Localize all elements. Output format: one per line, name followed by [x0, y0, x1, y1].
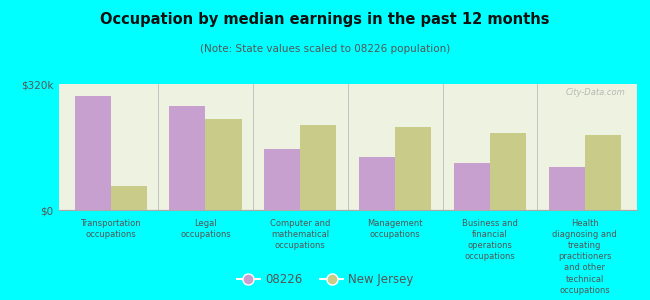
Text: Health
diagnosing and
treating
practitioners
and other
technical
occupations: Health diagnosing and treating practitio…: [552, 219, 618, 295]
Bar: [75, 96, 110, 210]
Bar: [395, 127, 431, 210]
Text: City-Data.com: City-Data.com: [566, 88, 625, 97]
Bar: [549, 167, 585, 210]
Text: Legal
occupations: Legal occupations: [180, 219, 231, 239]
Bar: [454, 163, 490, 210]
Bar: [490, 133, 526, 210]
Text: (Note: State values scaled to 08226 population): (Note: State values scaled to 08226 popu…: [200, 44, 450, 53]
Bar: [205, 119, 242, 210]
Bar: [111, 186, 147, 210]
Bar: [585, 135, 621, 210]
Text: Occupation by median earnings in the past 12 months: Occupation by median earnings in the pas…: [100, 12, 550, 27]
Text: Management
occupations: Management occupations: [367, 219, 423, 239]
Bar: [300, 125, 336, 210]
Bar: [359, 157, 395, 210]
Text: Transportation
occupations: Transportation occupations: [81, 219, 141, 239]
Legend: 08226, New Jersey: 08226, New Jersey: [232, 269, 418, 291]
Bar: [265, 149, 300, 210]
Text: Computer and
mathematical
occupations: Computer and mathematical occupations: [270, 219, 330, 250]
Text: Business and
financial
operations
occupations: Business and financial operations occupa…: [462, 219, 518, 261]
Bar: [170, 106, 205, 210]
